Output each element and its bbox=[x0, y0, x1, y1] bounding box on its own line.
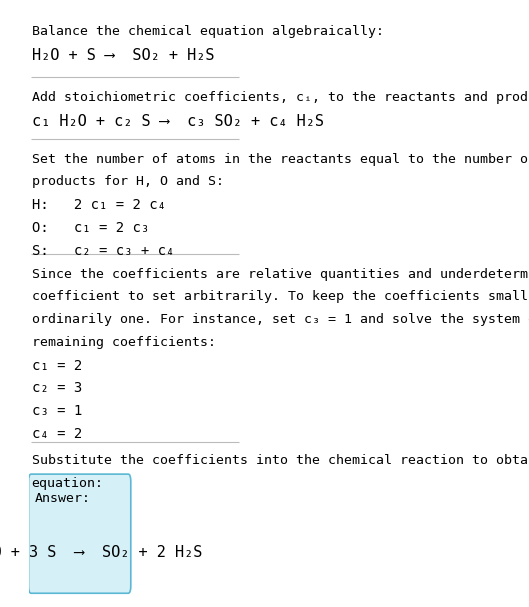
Text: remaining coefficients:: remaining coefficients: bbox=[32, 336, 216, 349]
Text: H₂O + S ⟶  SO₂ + H₂S: H₂O + S ⟶ SO₂ + H₂S bbox=[32, 48, 214, 63]
Text: H:   2 c₁ = 2 c₄: H: 2 c₁ = 2 c₄ bbox=[32, 198, 166, 212]
Text: ordinarily one. For instance, set c₃ = 1 and solve the system of equations for t: ordinarily one. For instance, set c₃ = 1… bbox=[32, 313, 529, 326]
Text: Set the number of atoms in the reactants equal to the number of atoms in the: Set the number of atoms in the reactants… bbox=[32, 152, 529, 166]
Text: Answer:: Answer: bbox=[35, 492, 91, 505]
Text: c₂ = 3: c₂ = 3 bbox=[32, 381, 82, 395]
Text: c₁ = 2: c₁ = 2 bbox=[32, 359, 82, 373]
Text: Add stoichiometric coefficients, cᵢ, to the reactants and products:: Add stoichiometric coefficients, cᵢ, to … bbox=[32, 91, 529, 104]
Text: S:   c₂ = c₃ + c₄: S: c₂ = c₃ + c₄ bbox=[32, 243, 174, 257]
Text: c₃ = 1: c₃ = 1 bbox=[32, 404, 82, 418]
Text: Since the coefficients are relative quantities and underdetermined, choose a: Since the coefficients are relative quan… bbox=[32, 268, 529, 280]
Text: c₁ H₂O + c₂ S ⟶  c₃ SO₂ + c₄ H₂S: c₁ H₂O + c₂ S ⟶ c₃ SO₂ + c₄ H₂S bbox=[32, 114, 324, 129]
Text: coefficient to set arbitrarily. To keep the coefficients small, the arbitrary va: coefficient to set arbitrarily. To keep … bbox=[32, 290, 529, 304]
Text: Substitute the coefficients into the chemical reaction to obtain the balanced: Substitute the coefficients into the che… bbox=[32, 455, 529, 467]
Text: O:   c₁ = 2 c₃: O: c₁ = 2 c₃ bbox=[32, 221, 149, 235]
Text: Balance the chemical equation algebraically:: Balance the chemical equation algebraica… bbox=[32, 25, 384, 38]
Text: 2 H₂O + 3 S  ⟶  SO₂ + 2 H₂S: 2 H₂O + 3 S ⟶ SO₂ + 2 H₂S bbox=[0, 545, 203, 560]
FancyBboxPatch shape bbox=[29, 474, 131, 593]
Text: equation:: equation: bbox=[32, 477, 104, 490]
Text: products for H, O and S:: products for H, O and S: bbox=[32, 175, 224, 188]
Text: c₄ = 2: c₄ = 2 bbox=[32, 427, 82, 441]
